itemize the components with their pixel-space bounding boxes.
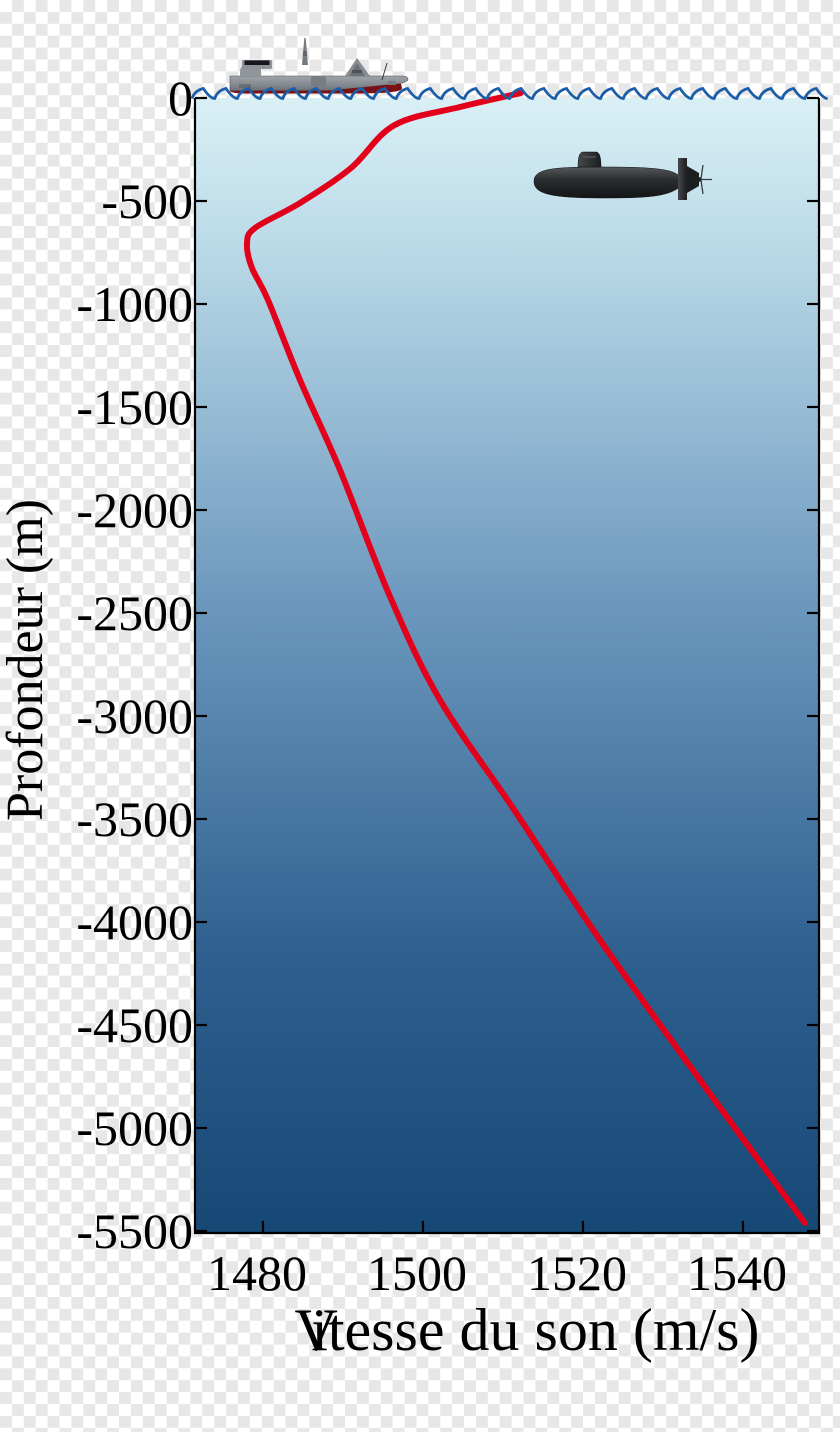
svg-text:-1000: -1000: [76, 276, 193, 332]
svg-text:0: 0: [168, 70, 193, 126]
svg-text:-3500: -3500: [76, 791, 193, 847]
svg-text:1540: 1540: [687, 1245, 787, 1301]
svg-text:-1500: -1500: [76, 379, 193, 435]
svg-text:-4000: -4000: [76, 894, 193, 950]
svg-text:-3000: -3000: [76, 688, 193, 744]
svg-text:-5000: -5000: [76, 1100, 193, 1156]
svg-text:-2500: -2500: [76, 585, 193, 641]
svg-text:Profondeur (m): Profondeur (m): [0, 499, 54, 821]
svg-text:1500: 1500: [367, 1245, 467, 1301]
svg-text:Vitesse du son (m/s): Vitesse du son (m/s): [294, 1297, 759, 1363]
svg-text:-5500: -5500: [76, 1203, 193, 1259]
svg-text:-4500: -4500: [76, 997, 193, 1053]
svg-text:1520: 1520: [527, 1245, 627, 1301]
svg-text:-2000: -2000: [76, 482, 193, 538]
svg-text:-500: -500: [101, 173, 193, 229]
svg-text:1480: 1480: [207, 1245, 307, 1301]
